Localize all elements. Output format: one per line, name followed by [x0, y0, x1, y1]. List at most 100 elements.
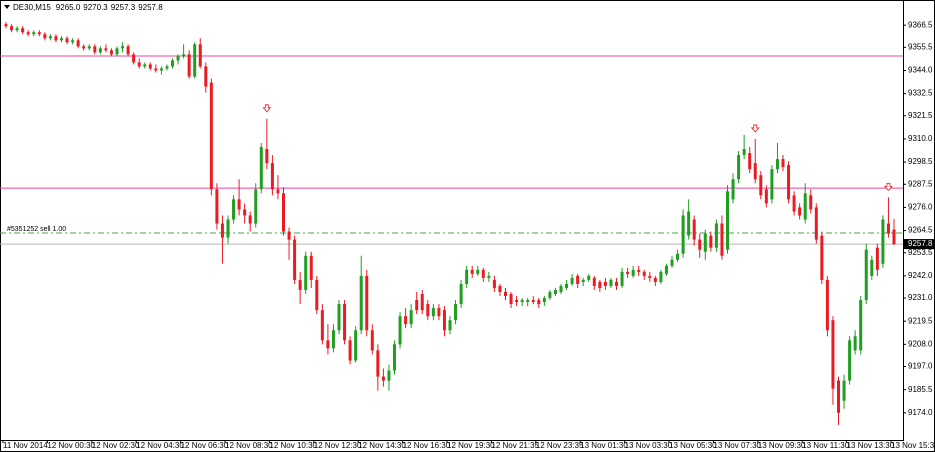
candle-body — [209, 82, 213, 190]
candle-body — [237, 199, 241, 210]
candle-body — [831, 320, 835, 389]
candle-body — [709, 235, 713, 248]
x-tick-label: 13 Nov 07:30 — [713, 441, 761, 450]
candle-body — [703, 233, 707, 252]
x-tick-label: 12 Nov 02:30 — [92, 441, 140, 450]
candle-body — [254, 189, 258, 224]
header-close: 9257.8 — [138, 3, 163, 12]
candle-body — [570, 277, 574, 284]
candle-body — [881, 219, 885, 264]
candle-body — [770, 169, 774, 200]
candle-body — [26, 32, 30, 35]
candle-body — [720, 223, 724, 256]
candle-body — [154, 68, 158, 71]
x-tick-label: 13 Nov 15:30 — [891, 441, 935, 450]
candle-body — [692, 219, 696, 240]
candle-body — [454, 304, 458, 321]
y-tick-label: 9310.0 — [908, 134, 933, 143]
candle-body — [504, 291, 507, 297]
candle-body — [354, 330, 358, 361]
candle-body — [4, 24, 8, 27]
candle-body — [420, 294, 424, 311]
candle-body — [326, 340, 330, 349]
menu-triangle[interactable] — [4, 5, 10, 9]
candle-body — [653, 277, 657, 282]
candle-body — [109, 50, 113, 55]
candle-body — [320, 310, 324, 341]
candle-body — [415, 300, 419, 311]
y-tick-label: 9355.5 — [908, 42, 933, 51]
candle-body — [548, 291, 552, 299]
candle-body — [465, 269, 469, 284]
candle-body — [115, 48, 119, 55]
x-tick-label: 12 Nov 14:30 — [358, 441, 406, 450]
candle-body — [393, 344, 396, 371]
price-label: 9257.8 — [908, 239, 933, 248]
candle-body — [820, 235, 824, 280]
candle-body — [670, 259, 674, 266]
candle-body — [603, 281, 607, 286]
candle-body — [648, 275, 652, 278]
candle-body — [232, 199, 236, 220]
candle-body — [381, 376, 385, 381]
candle-body — [126, 46, 130, 55]
candle-body — [331, 330, 335, 349]
candle-body — [676, 253, 680, 260]
order-label: #5351252 sell 1.00 — [7, 226, 66, 233]
candle-body — [76, 40, 80, 47]
x-tick-label: 12 Nov 21:35 — [491, 441, 539, 450]
candle-body — [731, 179, 735, 200]
candle-body — [470, 269, 474, 274]
candle-body — [193, 44, 197, 77]
candle-body — [265, 149, 269, 164]
x-tick-label: 12 Nov 04:30 — [136, 441, 184, 450]
candle-body — [182, 54, 186, 57]
candle-body — [637, 269, 641, 272]
candle-body — [270, 163, 274, 190]
candle-body — [159, 68, 163, 71]
candle-body — [43, 34, 47, 39]
y-tick-label: 9264.5 — [908, 226, 933, 235]
candle-body — [476, 269, 480, 274]
candle-body — [65, 38, 69, 43]
candle-body — [531, 300, 535, 303]
header-high: 9270.3 — [83, 3, 108, 12]
candle-body — [698, 239, 702, 250]
candle-body — [215, 189, 219, 224]
candle-body — [664, 265, 668, 274]
candle-body — [298, 279, 302, 290]
candle-body — [542, 298, 546, 303]
candle-body — [581, 279, 585, 282]
candle-body — [10, 26, 14, 31]
candle-body — [759, 175, 763, 196]
candle-body — [32, 32, 36, 35]
candle-body — [592, 277, 596, 286]
x-tick-label: 11 Nov 2014 — [3, 441, 48, 450]
y-tick-label: 9174.0 — [908, 408, 933, 417]
y-tick-label: 9344.0 — [908, 66, 933, 75]
candle-body — [814, 207, 818, 240]
candle-body — [892, 229, 896, 245]
y-tick-label: 9197.0 — [908, 362, 933, 371]
candle-body — [737, 155, 741, 180]
x-tick-label: 12 Nov 08:30 — [225, 441, 273, 450]
candle-body — [387, 370, 391, 381]
candle-body — [98, 48, 102, 53]
candle-body — [859, 300, 863, 351]
candle-body — [492, 279, 496, 288]
candle-body — [565, 283, 569, 288]
candle-body — [370, 330, 374, 351]
x-tick-label: 12 Nov 12:30 — [314, 441, 362, 450]
candle-body — [615, 281, 618, 286]
candle-body — [498, 285, 502, 292]
candle-body — [787, 165, 791, 200]
candle-body — [864, 249, 868, 301]
candle-body — [54, 36, 58, 41]
candle-body — [71, 40, 75, 43]
candle-body — [870, 259, 874, 276]
candle-body — [848, 340, 852, 381]
candle-body — [426, 304, 430, 317]
candle-body — [631, 269, 635, 276]
candle-body — [104, 48, 108, 51]
